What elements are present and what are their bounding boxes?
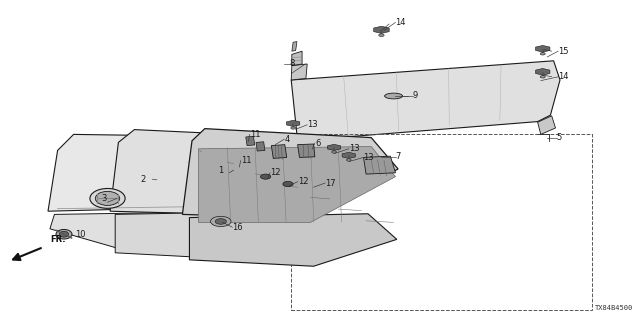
Text: 13: 13	[364, 153, 374, 162]
Polygon shape	[198, 147, 396, 222]
Text: 16: 16	[232, 223, 243, 232]
Polygon shape	[246, 136, 255, 146]
Polygon shape	[115, 211, 315, 259]
Polygon shape	[50, 211, 285, 256]
Circle shape	[332, 151, 337, 153]
Polygon shape	[256, 142, 265, 151]
Text: 5: 5	[557, 133, 562, 142]
Text: 13: 13	[307, 120, 318, 129]
Circle shape	[283, 181, 293, 187]
Polygon shape	[182, 129, 398, 218]
Polygon shape	[374, 26, 389, 33]
Text: 8: 8	[289, 60, 294, 68]
Ellipse shape	[56, 229, 72, 239]
Text: 6: 6	[315, 139, 320, 148]
Text: 12: 12	[270, 168, 280, 177]
Polygon shape	[48, 134, 282, 211]
Text: 14: 14	[396, 18, 406, 27]
Polygon shape	[328, 144, 340, 150]
Polygon shape	[364, 156, 396, 174]
Polygon shape	[342, 152, 355, 158]
Text: 15: 15	[558, 47, 568, 56]
Ellipse shape	[90, 188, 125, 208]
Text: FR.: FR.	[50, 236, 65, 244]
Text: 4: 4	[284, 135, 289, 144]
Circle shape	[540, 76, 545, 78]
Polygon shape	[189, 214, 397, 266]
Polygon shape	[538, 116, 556, 134]
Circle shape	[291, 127, 296, 129]
Polygon shape	[536, 68, 550, 75]
Circle shape	[211, 216, 231, 227]
Text: 11: 11	[250, 130, 260, 139]
Circle shape	[260, 174, 271, 179]
Text: 7: 7	[396, 152, 401, 161]
Text: 17: 17	[325, 179, 336, 188]
Text: 14: 14	[558, 72, 568, 81]
Polygon shape	[271, 145, 287, 158]
Circle shape	[346, 159, 351, 161]
Text: 13: 13	[349, 144, 360, 153]
Polygon shape	[110, 130, 314, 214]
Circle shape	[215, 219, 227, 224]
Text: 10: 10	[76, 230, 86, 239]
Polygon shape	[287, 120, 300, 126]
Text: 3: 3	[101, 194, 106, 203]
Text: 12: 12	[298, 177, 308, 186]
Polygon shape	[292, 51, 302, 66]
Text: TX84B4500: TX84B4500	[595, 305, 634, 311]
Polygon shape	[291, 61, 560, 141]
Text: 11: 11	[241, 156, 251, 165]
Polygon shape	[298, 144, 315, 157]
Circle shape	[379, 34, 384, 36]
Polygon shape	[292, 42, 297, 51]
Polygon shape	[536, 45, 550, 52]
Ellipse shape	[95, 191, 120, 205]
Text: 2: 2	[141, 175, 146, 184]
Circle shape	[540, 52, 545, 55]
Text: 1: 1	[218, 166, 223, 175]
Ellipse shape	[60, 231, 68, 237]
Polygon shape	[291, 64, 307, 80]
Text: 9: 9	[413, 92, 418, 100]
Ellipse shape	[385, 93, 403, 99]
Bar	[291, 134, 592, 310]
